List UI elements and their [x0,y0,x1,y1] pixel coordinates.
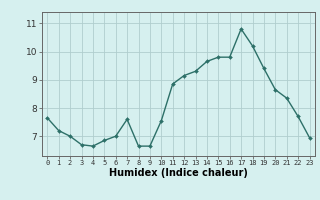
X-axis label: Humidex (Indice chaleur): Humidex (Indice chaleur) [109,168,248,178]
